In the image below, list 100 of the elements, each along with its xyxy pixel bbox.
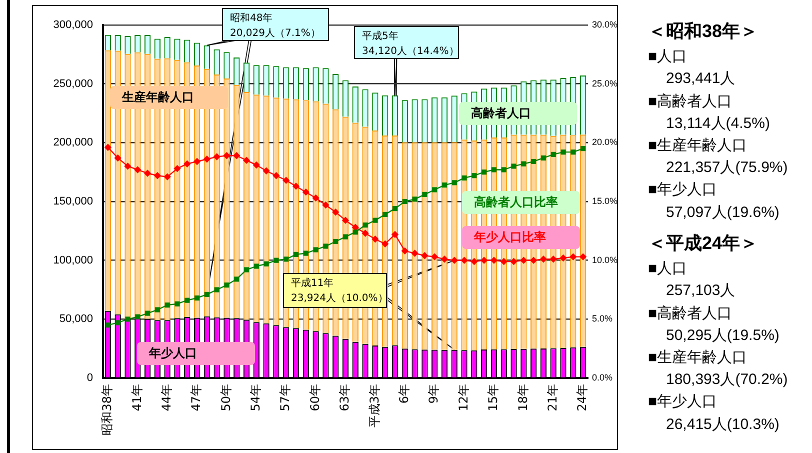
point <box>401 247 408 255</box>
x-tick-label: 15年 <box>486 384 500 412</box>
point <box>303 250 308 256</box>
point <box>302 188 310 196</box>
text: 26,415人(10.3%) <box>666 416 780 434</box>
point <box>560 254 567 262</box>
point <box>204 292 210 298</box>
point <box>511 164 516 169</box>
point <box>521 161 526 166</box>
point <box>322 201 330 209</box>
text: 50,295人(19.5%) <box>666 326 780 345</box>
text: ■高齢者人口 <box>648 304 732 323</box>
point <box>391 230 399 238</box>
point <box>490 256 498 264</box>
x-tick-label: 50年 <box>218 384 233 412</box>
point <box>430 253 438 260</box>
y-tick-label: 100,000 <box>53 254 93 266</box>
y-tick-label: 0 <box>86 372 93 384</box>
text: 221,357人(75.9%) <box>666 159 788 178</box>
point <box>501 167 506 172</box>
x-tick-label: 平成3年 <box>367 384 382 428</box>
point <box>252 161 260 169</box>
point <box>440 256 448 263</box>
point <box>282 176 290 184</box>
y2-tick-label: 10.0% <box>592 254 618 265</box>
point <box>362 230 369 237</box>
point <box>184 160 191 168</box>
x-tick-label: 54年 <box>248 384 263 412</box>
point <box>450 256 458 264</box>
point <box>392 206 398 212</box>
series-label: 年少人口比率 <box>474 230 546 245</box>
y2-tick-label: 20.0% <box>592 137 618 148</box>
point <box>312 194 320 202</box>
y-tick-label: 300,000 <box>53 19 93 32</box>
point <box>570 253 577 260</box>
point <box>402 198 408 204</box>
point <box>381 240 389 248</box>
point <box>124 162 132 170</box>
point <box>352 224 359 231</box>
callout: 平成5年 34,120人（14.4%） <box>354 26 459 59</box>
point <box>372 218 378 223</box>
point <box>272 172 280 180</box>
point <box>342 234 348 240</box>
point <box>194 295 200 301</box>
point <box>144 310 150 316</box>
text: ＜平成24年＞ <box>648 233 758 253</box>
annotation: 昭和48年 20,029人（7.1%） <box>230 12 320 39</box>
point <box>432 187 438 192</box>
text: ＜昭和38年＞ <box>648 21 758 41</box>
point <box>579 253 587 260</box>
point <box>233 152 240 160</box>
point <box>422 192 428 197</box>
point <box>352 230 358 235</box>
y-tick-label: 200,000 <box>53 136 93 149</box>
point <box>114 154 122 162</box>
text: ■高齢者人口 <box>648 92 732 111</box>
series-label: 生産年齢人口 <box>122 90 194 105</box>
point <box>203 156 211 163</box>
text: ■年少人口 <box>648 393 718 412</box>
point <box>412 196 418 202</box>
point <box>482 170 487 175</box>
point <box>333 238 338 244</box>
point <box>174 301 180 306</box>
point <box>193 158 201 166</box>
point <box>411 250 418 257</box>
point <box>234 276 240 282</box>
point <box>531 158 536 164</box>
point <box>313 247 318 252</box>
point <box>491 167 497 172</box>
text: ■生産年齢人口 <box>648 137 748 155</box>
point <box>421 252 428 260</box>
x-tick-label: 6年 <box>397 384 412 404</box>
x-tick-label: 44年 <box>159 384 174 412</box>
point <box>580 146 586 152</box>
point <box>372 236 379 243</box>
point <box>115 320 120 326</box>
x-tick-label: 41年 <box>130 384 144 412</box>
text: ■人口 <box>648 48 688 66</box>
point <box>274 258 279 263</box>
text: 13,114人(4.5%) <box>666 114 770 133</box>
point <box>480 256 488 264</box>
text: ■生産年齢人口 <box>648 349 748 367</box>
point <box>382 212 388 217</box>
point <box>550 152 556 157</box>
x-tick-label: 57年 <box>278 384 292 412</box>
point <box>144 170 152 177</box>
annotation: 平成5年 34,120人（14.4%） <box>362 30 459 57</box>
point <box>105 322 110 328</box>
y2-tick-label: 0.0% <box>592 372 613 382</box>
point <box>154 307 160 312</box>
y2-tick-label: 5.0% <box>592 314 613 324</box>
point <box>293 252 299 257</box>
series-label: 年少人口 <box>149 346 197 361</box>
point <box>244 267 250 272</box>
x-tick-label: 18年 <box>516 384 530 412</box>
point <box>362 222 368 228</box>
point <box>224 282 230 288</box>
point <box>530 256 538 264</box>
y-tick-label: 150,000 <box>53 196 93 208</box>
point <box>570 150 576 155</box>
